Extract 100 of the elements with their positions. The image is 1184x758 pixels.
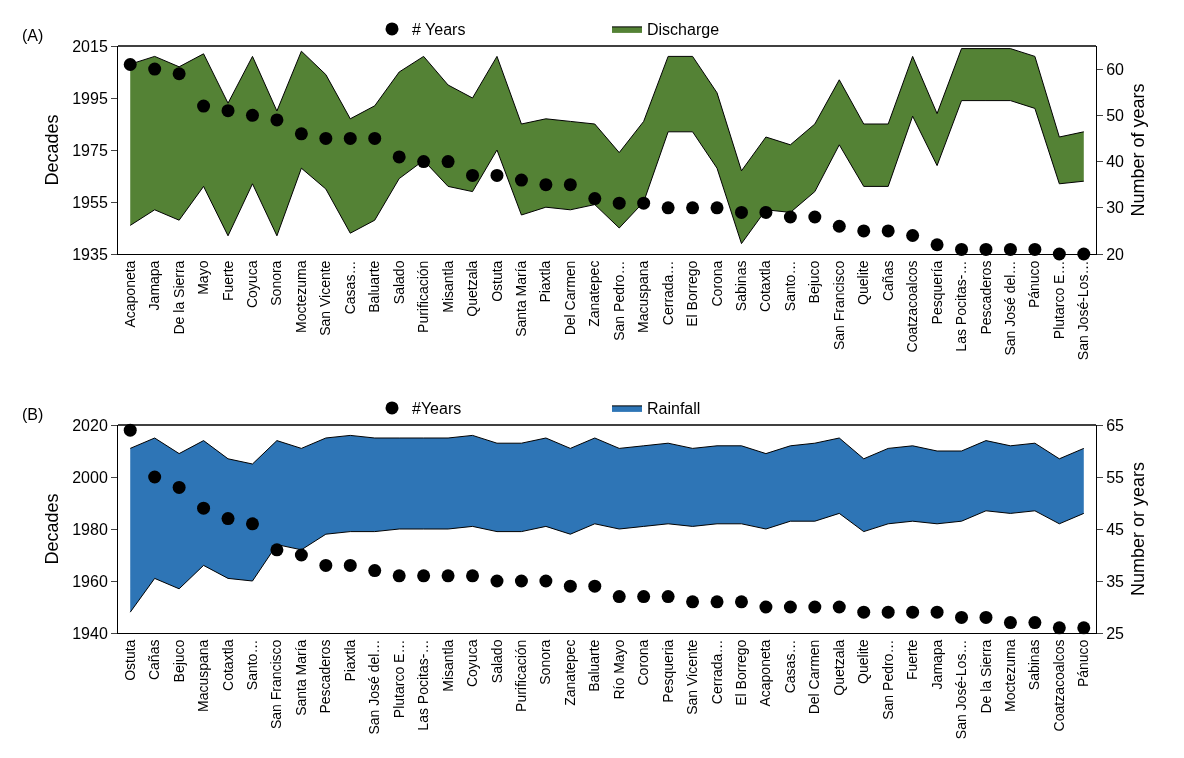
x-tick-label: Coyuca <box>464 639 481 688</box>
point <box>783 210 797 224</box>
x-tick-label: San Vicente <box>317 260 334 336</box>
point <box>294 127 308 141</box>
x-tick-label: Bejuco <box>806 260 823 304</box>
point <box>637 196 651 210</box>
y-tick-label: 1955 <box>72 193 108 211</box>
point <box>710 595 724 609</box>
point <box>563 178 577 192</box>
point <box>441 569 455 583</box>
x-tick-label: El Borrego <box>733 639 750 706</box>
x-tick-label: Corona <box>635 639 652 686</box>
x-tick-label: Plutarco E… <box>390 639 407 719</box>
x-tick-label: Purificación <box>415 260 432 333</box>
legend-label: #Years <box>412 400 462 418</box>
x-tick-label: San Francisco <box>268 639 285 730</box>
x-tick-label: Pesqueria <box>659 639 676 703</box>
x-tick-label: Jamapa <box>146 260 163 311</box>
point <box>734 205 748 219</box>
y2-axis-title: Number of years <box>1128 83 1149 217</box>
x-tick-label: Pesquería <box>928 260 945 325</box>
point <box>979 242 993 256</box>
point <box>490 574 504 588</box>
x-tick-label: Jamapa <box>928 639 945 690</box>
x-tick-label: Baluarte <box>586 639 603 692</box>
x-tick-label: Plutarco E… <box>1050 260 1067 340</box>
point <box>832 219 846 233</box>
x-tick-label: Quelite <box>855 639 872 684</box>
point <box>172 67 186 81</box>
point <box>514 173 528 187</box>
x-tick-label: Bejuco <box>170 639 187 683</box>
y-tick-label: 1980 <box>72 520 108 538</box>
x-tick-label: Pescaderos <box>317 639 334 714</box>
x-tick-label: Ostuta <box>121 639 138 681</box>
x-tick-label: Piaxtla <box>341 639 358 682</box>
point <box>172 480 186 494</box>
x-tick-label: Santa María <box>292 639 309 716</box>
x-tick-label: Las Pocitas-… <box>953 260 970 352</box>
x-tick-label: San José-Los… <box>953 639 970 740</box>
point <box>710 201 724 215</box>
point <box>221 104 235 118</box>
point <box>759 600 773 614</box>
point <box>906 605 920 619</box>
x-tick-label: Coyuca <box>244 260 261 309</box>
y-axis-title: Decades <box>42 114 63 186</box>
x-tick-label: San Francisco <box>830 260 847 351</box>
point <box>930 238 944 252</box>
point <box>759 205 773 219</box>
point <box>245 517 259 531</box>
line-series <box>129 100 1085 245</box>
point <box>392 150 406 164</box>
y-axis-title: Decades <box>42 493 63 565</box>
x-tick-label: Fuerte <box>904 639 921 681</box>
x-tick-label: Piaxtla <box>537 260 554 303</box>
point <box>808 210 822 224</box>
point <box>734 595 748 609</box>
x-tick-label: Coatzacoalcos <box>904 260 921 353</box>
point <box>392 569 406 583</box>
point <box>832 600 846 614</box>
x-tick-label: Fuerte <box>219 260 236 302</box>
x-tick-label: Corona <box>708 260 725 307</box>
point <box>441 155 455 169</box>
x-tick-label: Purificación <box>512 639 529 712</box>
point <box>808 600 822 614</box>
point <box>588 579 602 593</box>
x-tick-label: San Vicente <box>684 639 701 715</box>
point <box>612 590 626 604</box>
point <box>686 201 700 215</box>
x-tick-label: Misantla <box>439 639 456 692</box>
y2-axis-title: Number or years <box>1128 461 1149 597</box>
point <box>539 574 553 588</box>
y2-tick-label: 60 <box>1106 60 1125 78</box>
x-tick-label: Acaponeta <box>121 260 138 328</box>
y-tick-label: 2015 <box>72 37 108 55</box>
x-tick-label: Misantla <box>439 260 456 313</box>
point <box>514 574 528 588</box>
x-tick-label: Quetzala <box>830 639 847 696</box>
legend-label: Rainfall <box>647 400 701 418</box>
y-tick-label: 1960 <box>72 572 108 590</box>
point <box>686 595 700 609</box>
point <box>857 605 871 619</box>
x-tick-label: Casas… <box>341 260 358 315</box>
point <box>612 196 626 210</box>
x-tick-label: Santo… <box>781 260 798 312</box>
x-tick-label: San Pedro… <box>610 260 627 341</box>
x-tick-label: San Pedro… <box>879 639 896 720</box>
x-tick-label: Casas… <box>781 639 798 694</box>
point <box>319 558 333 572</box>
point <box>661 590 675 604</box>
point <box>294 548 308 562</box>
x-tick-label: Santo… <box>244 639 261 691</box>
y2-tick-label: 35 <box>1106 572 1125 590</box>
point <box>197 501 211 515</box>
x-tick-label: Moctezuma <box>292 260 309 333</box>
x-tick-label: Las Pocitas-… <box>415 639 432 731</box>
point <box>466 569 480 583</box>
point <box>1028 616 1042 630</box>
x-tick-label: Pescaderos <box>977 260 994 335</box>
x-tick-label: Macuspana <box>195 639 212 712</box>
y2-tick-label: 40 <box>1106 153 1125 171</box>
